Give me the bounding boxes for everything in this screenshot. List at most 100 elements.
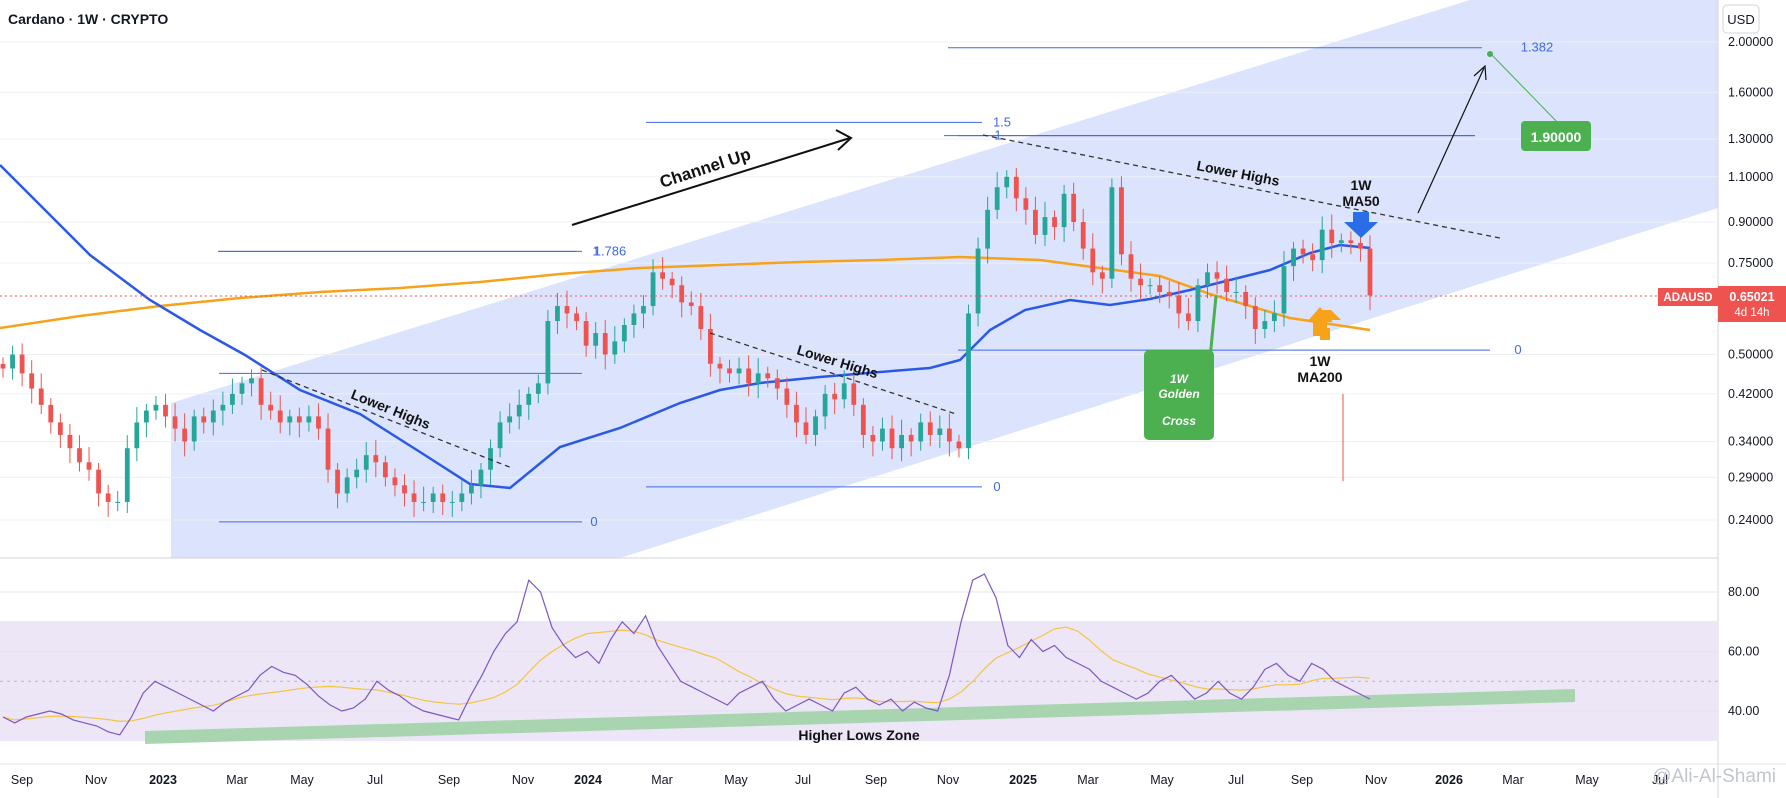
candle-body — [1061, 193, 1067, 228]
candle-body — [908, 434, 914, 442]
fib-label: 0 — [1514, 342, 1521, 357]
candle-body — [1224, 278, 1230, 292]
candle — [268, 391, 274, 420]
currency-label: USD — [1727, 12, 1754, 27]
candle — [1157, 276, 1163, 304]
candle-body — [306, 416, 312, 423]
candle — [469, 469, 474, 505]
candle — [593, 322, 599, 359]
candle — [794, 391, 799, 438]
price-badge-symbol — [1658, 288, 1718, 306]
candle — [1367, 235, 1373, 311]
candle-body — [373, 455, 379, 463]
candle — [1205, 263, 1210, 299]
annotation-ma50: MA50 — [1342, 193, 1380, 209]
candle — [631, 304, 637, 338]
candle-body — [937, 428, 943, 435]
price-tick: 0.34000 — [1728, 434, 1773, 448]
target-arrowhead — [1473, 64, 1487, 81]
candle — [67, 423, 73, 464]
candle-body — [1033, 209, 1038, 235]
candle — [860, 398, 866, 448]
candle — [545, 310, 551, 395]
candle-body — [48, 404, 54, 423]
ma200-arrow-stem — [1313, 320, 1327, 336]
candle — [1338, 233, 1344, 253]
candle-body — [918, 422, 924, 442]
candle-body — [736, 368, 742, 374]
candle-body — [143, 410, 149, 423]
candle-body — [841, 383, 847, 400]
candle — [163, 393, 168, 428]
candle-body — [344, 477, 350, 494]
candle-body — [1272, 313, 1277, 322]
candle — [851, 368, 857, 416]
candle-body — [1071, 193, 1077, 223]
candle — [555, 292, 560, 335]
candle — [134, 407, 140, 462]
candle-body — [698, 306, 704, 329]
candle-body — [1205, 272, 1210, 286]
fib-label: 1.382 — [1521, 40, 1554, 55]
candle — [1004, 170, 1010, 199]
watermark: @Ali-Al-Shami — [1652, 766, 1776, 787]
candle — [440, 484, 446, 515]
price-tick: 1.10000 — [1728, 170, 1773, 184]
candle-body — [1157, 285, 1163, 292]
candle — [1291, 241, 1296, 282]
candle — [38, 373, 44, 415]
candle-body — [880, 428, 885, 442]
candle — [478, 463, 484, 499]
candle — [191, 409, 197, 451]
candle-body — [1052, 217, 1057, 228]
candle-body — [1300, 248, 1306, 255]
price-axis[interactable]: 2.00000 1.60000 1.30000 1.10000 0.90000 0.750… — [1728, 35, 1773, 527]
candle — [210, 399, 216, 436]
candle — [583, 312, 589, 357]
candle — [29, 360, 35, 404]
candle — [287, 409, 293, 436]
time-tick: Nov — [937, 773, 960, 787]
candle — [86, 447, 92, 481]
annotation-ma200: MA200 — [1297, 369, 1342, 385]
candle-body — [29, 373, 35, 389]
candle — [1138, 263, 1143, 301]
candle-body — [574, 313, 579, 322]
time-tick: Nov — [512, 773, 535, 787]
candle — [1052, 210, 1057, 241]
time-tick: May — [290, 773, 314, 787]
candle — [612, 326, 618, 364]
candle-body — [258, 378, 264, 405]
candle — [105, 484, 111, 517]
candle — [1195, 278, 1201, 333]
candle-body — [746, 368, 752, 384]
candle-body — [163, 404, 168, 417]
time-tick: Mar — [651, 773, 673, 787]
candle-body — [1138, 278, 1143, 286]
candle-body — [889, 428, 895, 449]
fib-label: 1.786 — [594, 243, 627, 258]
candle — [889, 415, 895, 460]
candle — [688, 291, 694, 316]
currency-badge[interactable] — [1722, 4, 1760, 34]
rsi-axis[interactable]: 80.00 60.00 40.00 — [1728, 585, 1759, 718]
candle — [870, 426, 876, 457]
fib-label: 1 — [592, 243, 599, 258]
candle — [1310, 243, 1316, 272]
candle-body — [602, 333, 608, 355]
candle — [717, 357, 723, 384]
candle — [1281, 250, 1287, 327]
candle — [1128, 241, 1134, 292]
fib-label: 0 — [590, 514, 597, 529]
ma50-arrow — [1344, 212, 1378, 238]
candle — [296, 407, 302, 438]
time-axis[interactable]: Sep Nov 2023 Mar May Jul Sep Nov 2024 Mar May Jul Se… — [0, 763, 1786, 787]
candle-body — [277, 410, 283, 423]
time-tick: Sep — [438, 773, 460, 787]
candle — [459, 480, 465, 512]
candle-body — [860, 404, 866, 435]
candle-body — [1128, 254, 1134, 279]
candle — [430, 486, 436, 514]
candle — [746, 355, 752, 397]
